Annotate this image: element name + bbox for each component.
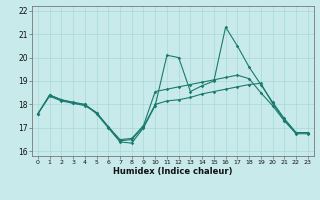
X-axis label: Humidex (Indice chaleur): Humidex (Indice chaleur) bbox=[113, 167, 233, 176]
